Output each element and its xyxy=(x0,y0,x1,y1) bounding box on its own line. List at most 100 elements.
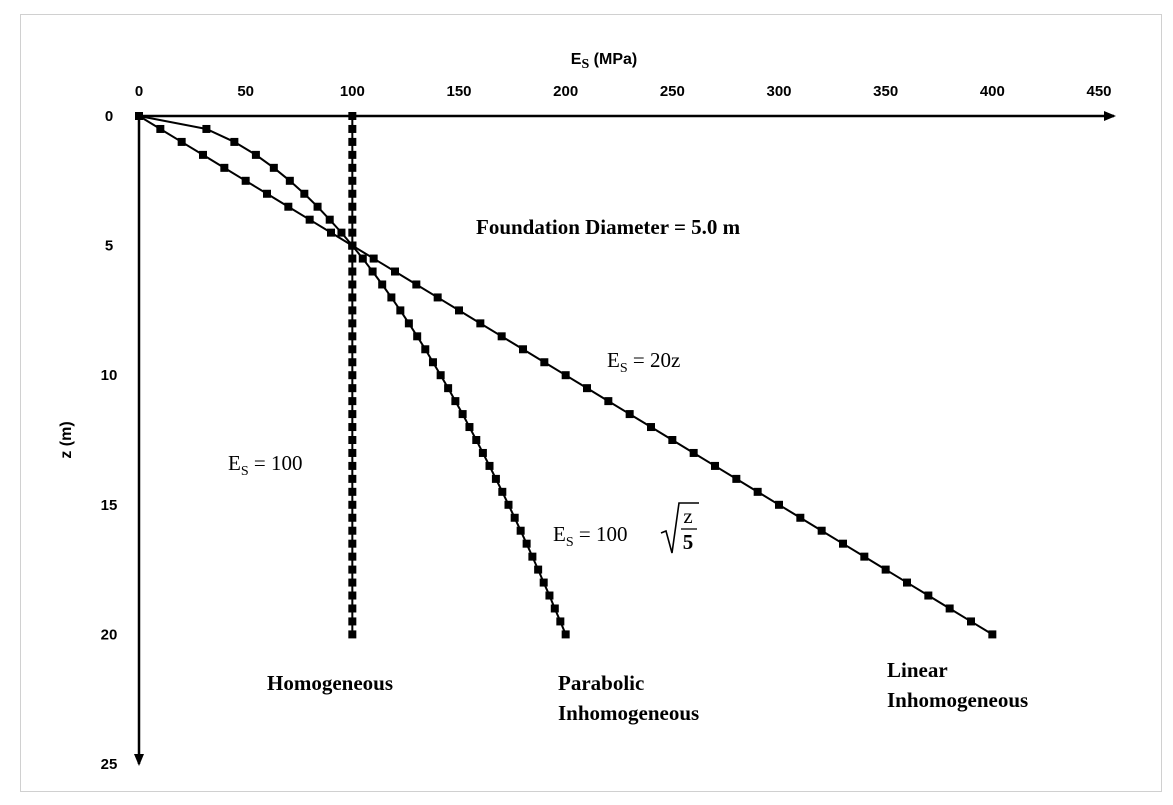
homogeneous-marker xyxy=(348,461,357,470)
linear-inhomogeneous-marker xyxy=(689,448,698,457)
homogeneous-marker xyxy=(348,423,357,432)
homogeneous-label: Homogeneous xyxy=(267,671,393,695)
x-axis-title-unit: (MPa) xyxy=(589,51,637,68)
parabolic-inhomogeneous-marker xyxy=(516,526,525,535)
parabolic-inhomogeneous-marker xyxy=(550,604,559,613)
linear-inhomogeneous-marker xyxy=(988,630,997,639)
linear-inhomogeneous-marker xyxy=(177,137,186,146)
parabolic-inhomogeneous-marker xyxy=(539,578,548,587)
parabolic-eq-lhs: E xyxy=(553,522,566,546)
parabolic-inhomogeneous-marker xyxy=(404,319,413,328)
parabolic-inhomogeneous-marker xyxy=(325,215,334,224)
linear-inhomogeneous-marker xyxy=(668,436,677,444)
parabolic-eq-denominator: 5 xyxy=(683,530,694,554)
parabolic-eq-rhs: = 100 xyxy=(574,522,628,546)
homogeneous-marker xyxy=(348,410,357,419)
homogeneous-marker xyxy=(348,630,357,639)
linear-inhomogeneous-marker xyxy=(967,617,975,626)
homogeneous-marker xyxy=(348,319,357,328)
parabolic-inhomogeneous-marker xyxy=(337,228,346,237)
parabolic-label-line1: Parabolic xyxy=(558,671,644,695)
homogeneous-marker xyxy=(348,228,357,237)
linear-eq-sub: S xyxy=(620,361,628,376)
y-tick-label: 15 xyxy=(101,497,118,514)
linear-equation-label: ES = 20z xyxy=(607,348,680,376)
es-vs-depth-chart: ES (MPa) z (m) 0 50 100 150 200 250 300 350 400 4… xyxy=(58,51,1116,773)
homogeneous-marker xyxy=(348,345,357,354)
homogeneous-marker xyxy=(348,578,357,587)
parabolic-inhomogeneous-marker xyxy=(504,500,513,509)
y-tick-label: 5 xyxy=(105,238,113,255)
linear-inhomogeneous-marker xyxy=(497,332,506,341)
parabolic-inhomogeneous-marker xyxy=(444,384,453,393)
homogeneous-marker xyxy=(348,371,357,380)
linear-inhomogeneous-marker xyxy=(135,112,143,120)
homogeneous-marker xyxy=(348,254,357,263)
homogeneous-marker xyxy=(348,124,357,133)
linear-inhomogeneous-marker xyxy=(924,591,933,600)
y-tick-label: 10 xyxy=(101,367,118,384)
homogeneous-marker xyxy=(348,293,357,302)
linear-inhomogeneous-marker xyxy=(433,293,442,302)
x-axis-title-subscript: S xyxy=(581,57,589,72)
parabolic-eq-sub: S xyxy=(566,535,574,550)
homogeneous-marker xyxy=(348,267,357,276)
homogeneous-marker xyxy=(348,448,357,457)
parabolic-inhomogeneous-marker xyxy=(368,267,377,276)
parabolic-inhomogeneous-marker xyxy=(421,345,430,354)
homogeneous-marker xyxy=(348,474,357,483)
linear-inhomogeneous-marker xyxy=(369,254,378,263)
homogeneous-marker xyxy=(348,552,357,561)
homogeneous-marker xyxy=(348,306,357,315)
homogeneous-eq-rhs: = 100 xyxy=(249,451,303,475)
homogeneous-marker xyxy=(348,384,357,393)
homogeneous-marker xyxy=(348,591,357,600)
parabolic-inhomogeneous-marker xyxy=(269,163,278,172)
homogeneous-marker xyxy=(348,215,357,224)
linear-eq-lhs: E xyxy=(607,348,620,372)
parabolic-eq-text: ES = 100 xyxy=(553,522,627,550)
linear-label-line1: Linear xyxy=(887,658,948,682)
parabolic-inhomogeneous-marker xyxy=(561,630,570,639)
homogeneous-marker xyxy=(348,500,357,509)
x-axis-title: ES (MPa) xyxy=(571,51,637,72)
y-tick-labels: 0 5 10 15 20 25 xyxy=(101,108,118,773)
parabolic-inhomogeneous-marker xyxy=(498,487,507,496)
series-layer xyxy=(135,112,997,639)
linear-inhomogeneous-marker xyxy=(903,578,911,587)
linear-inhomogeneous-marker xyxy=(305,215,314,224)
y-tick-label: 25 xyxy=(101,756,118,773)
x-tick-label: 450 xyxy=(1086,83,1111,100)
linear-inhomogeneous-marker xyxy=(412,280,421,289)
linear-inhomogeneous-marker xyxy=(647,423,655,432)
linear-inhomogeneous-marker xyxy=(796,513,805,522)
linear-label-line2: Inhomogeneous xyxy=(887,688,1028,712)
homogeneous-marker xyxy=(348,539,357,548)
parabolic-inhomogeneous-marker xyxy=(358,254,367,263)
parabolic-eq-numerator: z xyxy=(683,504,692,528)
parabolic-inhomogeneous-marker xyxy=(545,591,554,600)
homogeneous-marker xyxy=(348,202,357,211)
homogeneous-marker xyxy=(348,150,357,159)
chart-frame: ES (MPa) z (m) 0 50 100 150 200 250 300 350 400 4… xyxy=(20,14,1162,792)
x-tick-label: 400 xyxy=(980,83,1005,100)
parabolic-inhomogeneous-marker xyxy=(478,448,487,457)
parabolic-inhomogeneous-marker xyxy=(428,358,437,367)
homogeneous-marker xyxy=(348,137,357,146)
homogeneous-marker xyxy=(348,513,357,522)
linear-eq-rhs: = 20z xyxy=(628,348,681,372)
parabolic-inhomogeneous-marker xyxy=(522,539,531,548)
foundation-diameter-annotation: Foundation Diameter = 5.0 m xyxy=(476,215,741,239)
linear-inhomogeneous-marker xyxy=(348,241,357,250)
linear-inhomogeneous-marker xyxy=(519,345,527,354)
x-tick-labels: 0 50 100 150 200 250 300 350 400 450 xyxy=(135,83,1112,100)
x-tick-label: 200 xyxy=(553,83,578,100)
linear-inhomogeneous-marker xyxy=(455,306,463,315)
homogeneous-eq-lhs: E xyxy=(228,451,241,475)
homogeneous-marker xyxy=(348,112,357,120)
parabolic-inhomogeneous-marker xyxy=(313,202,322,211)
parabolic-inhomogeneous-marker xyxy=(528,552,537,561)
linear-inhomogeneous-marker xyxy=(625,410,634,419)
linear-inhomogeneous-marker xyxy=(241,176,250,185)
x-axis-title-main: E xyxy=(571,51,582,68)
